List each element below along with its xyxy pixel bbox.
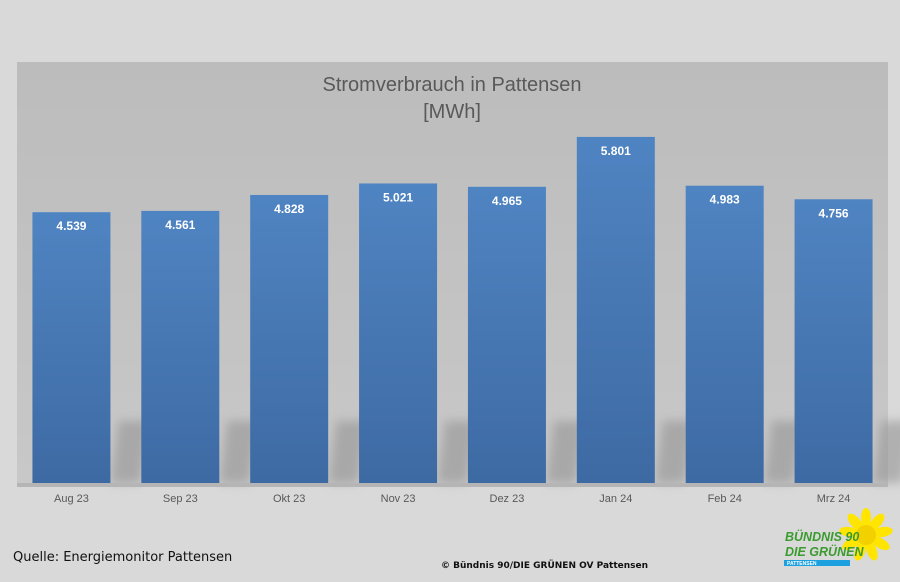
bar-shadow bbox=[328, 421, 369, 483]
chart-title: Stromverbrauch in Pattensen bbox=[322, 74, 581, 96]
value-label: 5.801 bbox=[601, 144, 631, 158]
bar-shadow bbox=[654, 421, 695, 483]
bar bbox=[32, 212, 111, 483]
bar bbox=[576, 136, 655, 483]
value-label: 4.828 bbox=[274, 202, 304, 216]
logo-tagline-bar bbox=[784, 560, 850, 566]
source-note: Quelle: Energiemonitor Pattensen bbox=[13, 550, 233, 565]
copyright-note: © Bündnis 90/DIE GRÜNEN OV Pattensen bbox=[441, 561, 649, 571]
party-logo: BÜNDNIS 90 DIE GRÜNEN PATTENSEN bbox=[784, 508, 893, 567]
x-tick-label: Dez 23 bbox=[490, 493, 525, 505]
x-tick-label: Nov 23 bbox=[381, 493, 416, 505]
logo-line1: BÜNDNIS 90 bbox=[785, 529, 859, 544]
bar-shadow bbox=[219, 421, 260, 483]
bar bbox=[141, 210, 220, 483]
value-label: 4.756 bbox=[819, 206, 849, 220]
logo-line2: DIE GRÜNEN bbox=[785, 544, 864, 559]
bar-shadow bbox=[763, 421, 804, 483]
x-tick-label: Jan 24 bbox=[599, 493, 632, 505]
value-label: 5.021 bbox=[383, 190, 413, 204]
chart-subtitle: [MWh] bbox=[423, 101, 481, 123]
bar bbox=[685, 185, 764, 484]
x-tick-label: Okt 23 bbox=[273, 493, 305, 505]
x-tick-label: Mrz 24 bbox=[817, 493, 851, 505]
value-label: 4.539 bbox=[56, 219, 86, 233]
x-tick-label: Feb 24 bbox=[708, 493, 742, 505]
bar bbox=[359, 183, 438, 483]
value-label: 4.561 bbox=[165, 218, 195, 232]
bar-shadow bbox=[437, 421, 478, 483]
bar-shadow bbox=[110, 421, 151, 483]
bar bbox=[794, 199, 873, 483]
bar bbox=[250, 194, 329, 484]
value-label: 4.983 bbox=[710, 193, 740, 207]
sunflower-icon bbox=[839, 508, 893, 561]
value-label: 4.965 bbox=[492, 194, 522, 208]
bar-shadow bbox=[872, 421, 900, 483]
x-tick-label: Aug 23 bbox=[54, 493, 89, 505]
bar-shadow bbox=[545, 421, 586, 483]
bar bbox=[467, 186, 546, 484]
logo-tagline: PATTENSEN bbox=[787, 561, 817, 567]
x-tick-label: Sep 23 bbox=[163, 493, 198, 505]
floor bbox=[17, 483, 888, 487]
